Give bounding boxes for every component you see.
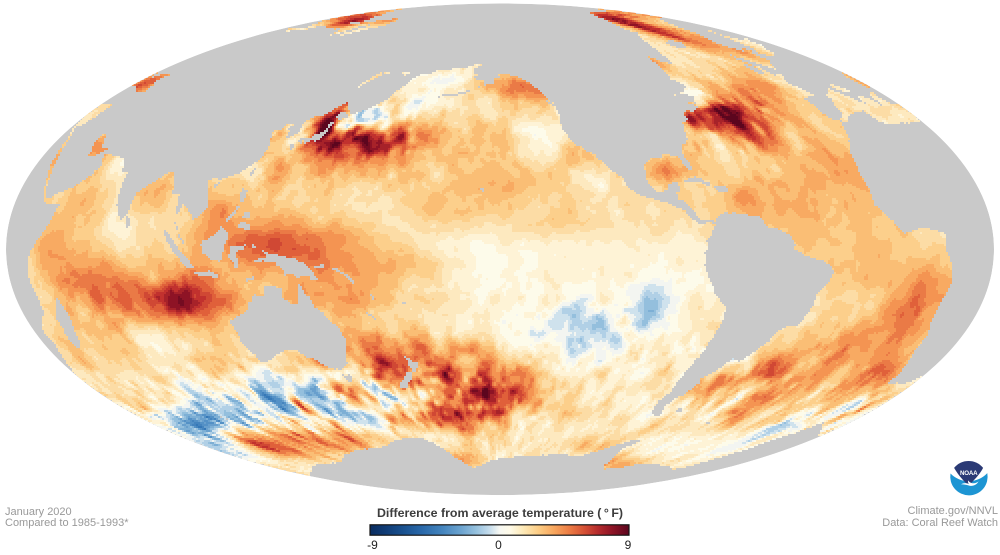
svg-text:NOAA: NOAA <box>960 470 978 477</box>
